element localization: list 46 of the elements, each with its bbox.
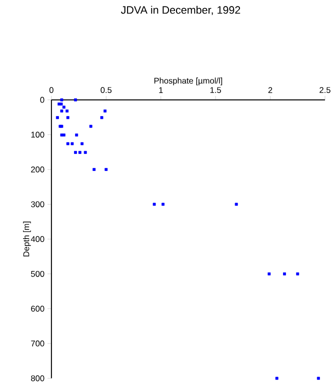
point <box>234 202 238 206</box>
point <box>282 272 286 276</box>
point <box>66 116 70 120</box>
point <box>104 168 108 171</box>
point <box>60 102 63 106</box>
y-tick-label: 200 <box>31 166 44 172</box>
x-tick-label: 0.5 <box>100 87 112 93</box>
y-tick-label: 800 <box>31 375 44 382</box>
point <box>66 142 70 146</box>
point <box>74 98 77 102</box>
y-tick-label: 0 <box>40 96 44 103</box>
point <box>66 110 68 112</box>
point <box>100 116 104 120</box>
point <box>275 376 278 380</box>
point <box>60 98 64 102</box>
y-tick-label: 300 <box>30 201 44 208</box>
point <box>268 272 271 276</box>
point <box>74 150 77 154</box>
point <box>62 106 66 109</box>
point <box>104 110 106 112</box>
point <box>92 168 96 171</box>
y-tick-label: 400 <box>30 236 44 242</box>
x-tick-label: 1 <box>159 87 163 93</box>
x-tick-label: 2 <box>268 87 272 93</box>
point <box>162 202 164 206</box>
x-tick-label: 1.5 <box>210 87 221 93</box>
y-axis-title: Depth [m] <box>23 222 31 256</box>
y-tick-label: 600 <box>31 306 44 312</box>
point <box>84 150 87 154</box>
point <box>78 150 82 154</box>
point <box>60 110 64 112</box>
y-tick-label: 500 <box>30 270 44 277</box>
chart-title: JDVA in December, 1992 <box>120 6 240 16</box>
point <box>75 134 78 136</box>
point <box>316 376 320 380</box>
x-tick-label: 2.5 <box>320 87 330 93</box>
point <box>56 116 59 120</box>
point <box>70 142 74 146</box>
point <box>152 202 156 206</box>
y-tick-label: 100 <box>31 132 44 138</box>
point <box>80 142 84 146</box>
x-axis-title: Phosphate [µmol/l] <box>154 78 222 86</box>
point <box>296 272 300 276</box>
point <box>89 124 92 128</box>
y-tick-label: 700 <box>31 340 44 346</box>
x-tick-label: 0 <box>49 87 54 93</box>
